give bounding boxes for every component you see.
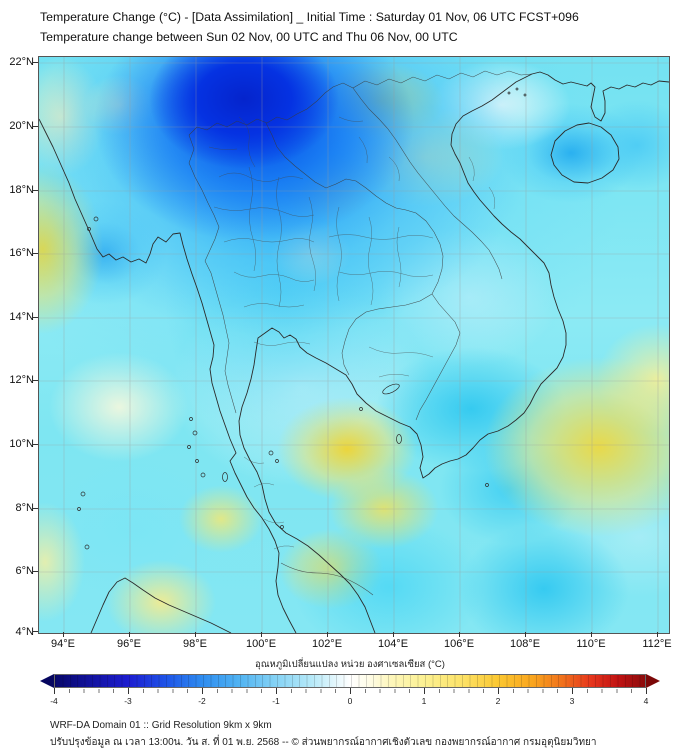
lat-label-18n: 18°N bbox=[9, 184, 34, 196]
axis-tick bbox=[32, 508, 38, 509]
map-overlay bbox=[39, 57, 669, 633]
colorbar-tick bbox=[202, 688, 203, 694]
axis-tick bbox=[261, 632, 262, 637]
axis-tick bbox=[32, 126, 38, 127]
colorbar-tick-label: 0 bbox=[347, 696, 353, 706]
colorbar-tick-label: 2 bbox=[495, 696, 501, 706]
lon-label-112e: 112°E bbox=[642, 638, 672, 650]
page-subtitle: Temperature change between Sun 02 Nov, 0… bbox=[40, 30, 458, 44]
colorbar-tick bbox=[276, 688, 277, 694]
lon-label-104e: 104°E bbox=[377, 638, 409, 650]
lat-label-12n: 12°N bbox=[9, 374, 34, 386]
axis-tick bbox=[32, 444, 38, 445]
axis-tick bbox=[393, 632, 394, 637]
islands bbox=[77, 87, 527, 550]
colorbar-gradient bbox=[54, 674, 646, 688]
axis-tick bbox=[32, 380, 38, 381]
lon-label-102e: 102°E bbox=[311, 638, 343, 650]
country-borders bbox=[188, 70, 533, 596]
colorbar-tick-label: -3 bbox=[124, 696, 132, 706]
colorbar bbox=[40, 674, 660, 688]
lon-label-96e: 96°E bbox=[117, 638, 141, 650]
colorbar-tick bbox=[54, 688, 55, 694]
colorbar-right-arrow bbox=[646, 674, 660, 688]
sumatra-coast bbox=[90, 577, 232, 633]
lat-label-6n: 6°N bbox=[15, 565, 34, 577]
colorbar-tick-label: -1 bbox=[272, 696, 280, 706]
axis-tick bbox=[63, 632, 64, 637]
gulf-and-east-coast bbox=[238, 71, 669, 633]
colorbar-tick bbox=[498, 688, 499, 694]
footer-domain-info: WRF-DA Domain 01 :: Grid Resolution 9km … bbox=[50, 720, 272, 731]
lon-label-100e: 100°E bbox=[245, 638, 277, 650]
coastline-paths bbox=[39, 71, 669, 633]
axis-tick bbox=[32, 253, 38, 254]
colorbar-left-arrow bbox=[40, 674, 54, 688]
axis-tick bbox=[657, 632, 658, 637]
colorbar-tick bbox=[128, 688, 129, 694]
lon-label-94e: 94°E bbox=[51, 638, 75, 650]
tonle-sap-lake bbox=[382, 383, 400, 395]
axis-tick bbox=[459, 632, 460, 637]
axis-tick bbox=[32, 190, 38, 191]
colorbar-tick-label: 4 bbox=[643, 696, 649, 706]
footer-update-info: ปรับปรุงข้อมูล ณ เวลา 13:00น. วัน ส. ที่… bbox=[50, 737, 597, 748]
axis-tick bbox=[525, 632, 526, 637]
colorbar-tick-label: -4 bbox=[50, 696, 58, 706]
colorbar-tick-label: -2 bbox=[198, 696, 206, 706]
axis-tick bbox=[32, 571, 38, 572]
axis-tick bbox=[129, 632, 130, 637]
lon-label-106e: 106°E bbox=[443, 638, 475, 650]
colorbar-tick-label: 3 bbox=[569, 696, 575, 706]
axis-tick bbox=[32, 62, 38, 63]
lon-label-108e: 108°E bbox=[509, 638, 541, 650]
axis-tick bbox=[32, 317, 38, 318]
colorbar-tick-label: 1 bbox=[421, 696, 427, 706]
map-canvas bbox=[38, 56, 670, 634]
axis-tick bbox=[327, 632, 328, 637]
mainland-coast bbox=[39, 118, 297, 633]
colorbar-tick bbox=[646, 688, 647, 694]
lat-label-22n: 22°N bbox=[9, 56, 34, 68]
colorbar-tick bbox=[350, 688, 351, 694]
temperature-anomaly-field bbox=[39, 57, 669, 633]
lat-label-4n: 4°N bbox=[15, 626, 34, 638]
page-title: Temperature Change (°C) - [Data Assimila… bbox=[40, 10, 579, 24]
axis-tick bbox=[195, 632, 196, 637]
lat-label-20n: 20°N bbox=[9, 120, 34, 132]
lon-label-98e: 98°E bbox=[183, 638, 207, 650]
colorbar-title: อุณหภูมิเปลี่ยนแปลง หน่วย องศาเซลเซียส (… bbox=[255, 659, 445, 670]
province-borders bbox=[208, 116, 496, 550]
hainan-island bbox=[550, 122, 620, 184]
lat-label-16n: 16°N bbox=[9, 247, 34, 259]
lat-label-8n: 8°N bbox=[15, 502, 34, 514]
grid-lines bbox=[39, 57, 669, 633]
lon-label-110e: 110°E bbox=[576, 638, 606, 650]
lat-label-14n: 14°N bbox=[9, 311, 34, 323]
axis-tick bbox=[591, 632, 592, 637]
lat-label-10n: 10°N bbox=[9, 438, 34, 450]
colorbar-tick bbox=[424, 688, 425, 694]
axis-tick bbox=[32, 631, 38, 632]
colorbar-tick bbox=[572, 688, 573, 694]
